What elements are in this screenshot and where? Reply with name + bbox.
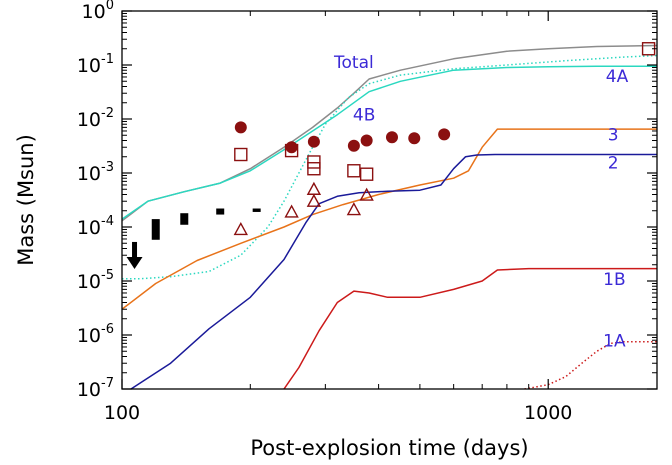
filled-circle-marker — [438, 128, 451, 141]
upper-limit-arrow-shaft — [132, 241, 138, 258]
plot-frame — [121, 10, 658, 390]
y-tick-label: 10-7 — [77, 376, 114, 401]
y-tick-label: 10-3 — [77, 160, 114, 185]
open-triangle-marker — [359, 187, 374, 201]
filled-circle-marker — [360, 134, 373, 147]
open-square-marker — [234, 147, 248, 162]
open-square-marker — [307, 155, 321, 169]
series-label-1b: 1B — [603, 270, 625, 290]
open-triangle-marker — [233, 222, 248, 236]
open-square-marker — [359, 167, 374, 181]
axis-tick-labels: 100 1000 10-7 10-6 10-5 10-4 10-3 10-2 10-1 100 — [77, 0, 573, 424]
open-triangle-marker — [306, 181, 322, 195]
series-line-4a — [122, 65, 657, 220]
y-axis-title: Mass (Msun) — [14, 134, 38, 266]
series-line-3 — [122, 128, 657, 310]
series-label-1a: 1A — [603, 332, 626, 352]
y-tick-label: 10-1 — [77, 52, 114, 77]
series-line-1a — [524, 340, 657, 389]
filled-circle-marker — [347, 139, 360, 152]
x-tick-label: 1000 — [524, 402, 572, 424]
x-axis-title: Post-explosion time (days) — [250, 436, 528, 460]
black-bar-marker — [180, 213, 189, 225]
black-bar-marker — [216, 208, 225, 215]
filled-circle-marker — [307, 135, 320, 148]
black-bar-marker — [151, 219, 160, 240]
open-triangle-marker — [346, 202, 362, 216]
open-square-marker — [347, 164, 361, 178]
series-labels: Total 4A 4B 3 2 1B 1A — [333, 53, 629, 352]
series-line-4b — [122, 54, 657, 280]
series-line-1b — [283, 267, 657, 389]
upper-limit-arrow-head — [126, 256, 143, 269]
filled-circle-marker — [285, 141, 298, 154]
y-tick-label: 100 — [82, 0, 114, 23]
axis-ticks — [121, 10, 657, 390]
series-label-total: Total — [333, 53, 374, 73]
x-tick-label: 100 — [104, 402, 140, 424]
filled-circle-marker — [234, 121, 247, 134]
data-markers — [126, 42, 656, 269]
open-square-marker — [307, 162, 321, 176]
open-triangle-marker — [306, 193, 322, 207]
black-bar-marker — [252, 208, 261, 212]
filled-circle-marker — [408, 132, 421, 145]
series-label-3: 3 — [608, 125, 619, 145]
y-tick-label: 10-2 — [77, 106, 114, 131]
series-label-4a: 4A — [606, 67, 629, 87]
series-label-4b: 4B — [353, 106, 375, 126]
series-line-2 — [130, 153, 657, 389]
y-tick-label: 10-4 — [77, 214, 114, 239]
y-tick-label: 10-5 — [77, 268, 114, 293]
series-lines — [122, 44, 657, 389]
series-label-2: 2 — [608, 153, 619, 173]
y-tick-label: 10-6 — [77, 322, 114, 347]
open-triangle-marker — [284, 204, 299, 218]
filled-circle-marker — [385, 131, 398, 144]
